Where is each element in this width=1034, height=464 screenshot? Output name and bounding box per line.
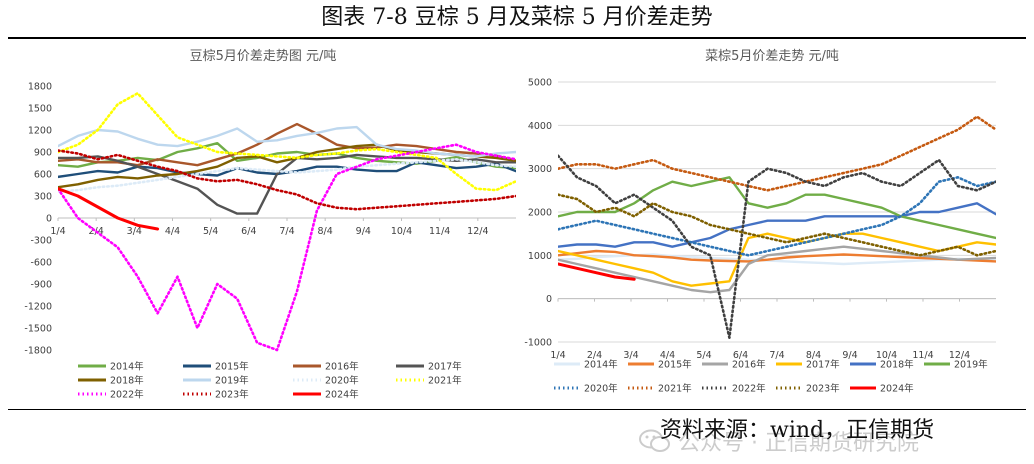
page-title: 图表 7-8 豆棕 5 月及菜棕 5 月价差走势 — [321, 5, 713, 30]
x-tick-label: 3/4 — [623, 350, 638, 361]
x-tick-label: 3/4 — [127, 226, 142, 237]
legend-label: 2021年 — [428, 375, 462, 387]
y-tick-label: -1500 — [24, 324, 52, 335]
y-tick-label: 300 — [34, 192, 52, 203]
x-tick-label: 5/4 — [696, 350, 711, 361]
title-rule — [8, 37, 1026, 39]
series-lines — [58, 91, 516, 352]
chart-panel-rapeseed-palm: 菜棕5月价差走势 元/吨 5000 4000 3000 2000 1000 0 -1000 1/… — [520, 40, 1026, 408]
x-tick-label: 10/4 — [391, 226, 412, 237]
legend-label: 2018年 — [110, 375, 144, 387]
x-tick-label: 12/4 — [467, 226, 488, 237]
legend-label: 2015年 — [215, 361, 249, 373]
series-line — [558, 245, 996, 294]
x-tick-label: 2/4 — [587, 350, 602, 361]
legend-label: 2022年 — [110, 389, 144, 401]
x-tick-label: 5/4 — [203, 226, 218, 237]
series-line — [58, 143, 516, 352]
series-line — [558, 176, 996, 257]
series-line — [558, 202, 996, 248]
y-tick-label: -1200 — [24, 302, 52, 313]
legend-label: 2014年 — [110, 361, 144, 373]
x-tick-label: 4/4 — [660, 350, 675, 361]
series-line — [58, 187, 160, 231]
x-tick-label: 1/4 — [550, 350, 565, 361]
legend-label: 2020年 — [584, 383, 618, 395]
legend-label: 2023年 — [215, 389, 249, 401]
legend-label: 2019年 — [215, 375, 249, 387]
x-tick-label: 7/4 — [769, 350, 784, 361]
y-tick-label: 4000 — [528, 121, 552, 132]
watermark: 公众号 · 正信期货研究院 — [638, 425, 919, 457]
y-tick-label: 1800 — [28, 82, 52, 93]
legend-label: 2024年 — [880, 383, 914, 395]
y-tick-label: 600 — [34, 170, 52, 181]
x-tick-label: 4/4 — [165, 226, 180, 237]
legend-label: 2021年 — [658, 383, 692, 395]
x-tick-label: 12/4 — [949, 350, 970, 361]
series-line — [558, 176, 996, 240]
legend-label: 2016年 — [732, 359, 766, 371]
x-tick-label: 9/4 — [842, 350, 857, 361]
series-line — [58, 149, 516, 211]
y-tick-label: -900 — [30, 280, 52, 291]
y-tick-label: 1200 — [28, 126, 52, 137]
series-line — [558, 193, 996, 257]
legend-label: 2015年 — [658, 359, 692, 371]
x-tick-label: 9/4 — [356, 226, 371, 237]
series-line — [558, 115, 996, 192]
y-tick-label: -1800 — [24, 346, 52, 357]
x-tick-label: 7/4 — [279, 226, 294, 237]
legend: 2014年 2015年 2016年 2017年 2018年 2019年 2020年 2021年… — [554, 359, 988, 395]
legend-label: 2022年 — [732, 383, 766, 395]
x-tick-label: 10/4 — [876, 350, 897, 361]
legend-label: 2017年 — [428, 361, 462, 373]
y-tick-label: -600 — [30, 258, 52, 269]
y-tick-label: -1000 — [524, 338, 552, 349]
y-tick-label: 0 — [46, 214, 52, 225]
y-tick-label: 1500 — [28, 104, 52, 115]
y-tick-label: 900 — [34, 148, 52, 159]
y-tick-label: 0 — [546, 294, 552, 305]
legend-label: 2024年 — [325, 389, 359, 401]
legend-label: 2016年 — [325, 361, 359, 373]
x-tick-label: 11/4 — [912, 350, 933, 361]
x-tick-label: 1/4 — [50, 226, 65, 237]
series-line — [558, 154, 996, 340]
legend-label: 2017年 — [806, 359, 840, 371]
y-tick-label: 2000 — [528, 208, 552, 219]
bottom-rule — [8, 409, 1026, 410]
legend-label: 2020年 — [325, 375, 359, 387]
x-tick-label: 8/4 — [318, 226, 333, 237]
x-tick-label: 6/4 — [733, 350, 748, 361]
x-tick-label: 6/4 — [241, 226, 256, 237]
chart-title: 豆棕5月价差走势图 元/吨 — [190, 48, 337, 64]
x-tick-label: 11/4 — [429, 226, 450, 237]
legend-label: 2019年 — [954, 359, 988, 371]
series-lines — [558, 115, 996, 340]
chart-soy-palm-spread: 豆棕5月价差走势图 元/吨 1800 1500 1200 900 600 300 0 -300 -… — [24, 48, 516, 401]
source-note: 资料来源：wind，正信期货 — [660, 418, 935, 443]
legend-label: 2014年 — [584, 359, 618, 371]
chart-title: 菜棕5月价差走势 元/吨 — [705, 48, 839, 64]
series-line — [558, 232, 996, 287]
watermark-text: 公众号 · 正信期货研究院 — [678, 431, 919, 456]
chart-rapeseed-palm-spread: 菜棕5月价差走势 元/吨 5000 4000 3000 2000 1000 0 -10001/… — [524, 48, 996, 395]
y-tick-label: 3000 — [528, 164, 552, 175]
chart-panel-soy-palm: 豆棕5月价差走势图 元/吨 1800 1500 1200 900 600 300 0 -300 -… — [8, 40, 520, 408]
legend-label: 2023年 — [806, 383, 840, 395]
y-tick-label: 1000 — [528, 251, 552, 262]
wechat-icon — [639, 429, 670, 452]
y-tick-label: -300 — [30, 236, 52, 247]
series-line — [58, 91, 516, 192]
series-line — [558, 262, 636, 281]
y-tick-label: 5000 — [528, 78, 552, 89]
series-line — [558, 249, 996, 263]
legend-label: 2018年 — [880, 359, 914, 371]
x-tick-label: 8/4 — [806, 350, 821, 361]
legend: 2014年 2015年 2016年 2017年 2018年 2019年 2020年 2021年… — [78, 361, 462, 401]
series-line — [58, 125, 516, 158]
